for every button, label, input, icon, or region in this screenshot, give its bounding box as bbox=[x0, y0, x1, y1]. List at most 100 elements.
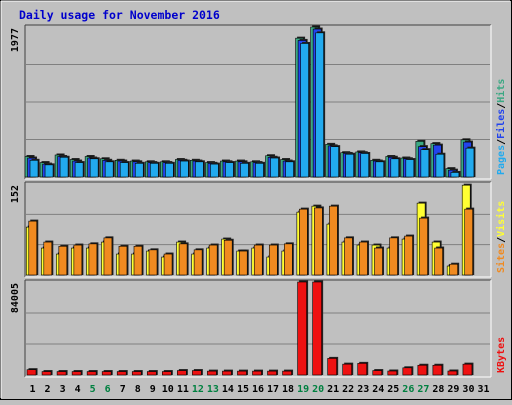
bar-kbytes-day-23 bbox=[357, 363, 368, 376]
bar-kbytes-day-13 bbox=[207, 370, 217, 376]
ymax-label: 152 bbox=[10, 185, 21, 203]
bar-sites-day-6 bbox=[103, 237, 113, 276]
day-label-28: 28 bbox=[432, 384, 444, 395]
panel-visits-sites: 152 Sites/Visits bbox=[10, 181, 507, 278]
bar-sites-day-4 bbox=[73, 244, 83, 276]
bar-sites-day-28 bbox=[434, 247, 443, 276]
day-label-21: 21 bbox=[327, 384, 339, 395]
bar-sites-day-1 bbox=[28, 220, 38, 276]
bar-sites-day-3 bbox=[58, 245, 68, 276]
bar-kbytes-day-25 bbox=[387, 370, 398, 376]
bar-kbytes-day-18 bbox=[282, 370, 292, 376]
bar-kbytes-day-26 bbox=[402, 367, 413, 376]
legend-entry-hits: Hits bbox=[495, 79, 507, 103]
day-label-22: 22 bbox=[342, 384, 354, 395]
bar-pages-day-25 bbox=[390, 158, 400, 178]
panel-kbytes: 84005 KBytes bbox=[10, 279, 507, 378]
day-label-31: 31 bbox=[477, 384, 489, 395]
bar-pages-day-20 bbox=[315, 32, 324, 178]
bar-pages-day-27 bbox=[420, 149, 430, 178]
bar-kbytes-day-9 bbox=[146, 371, 157, 376]
legend-entry-pages: Pages bbox=[496, 145, 507, 175]
bar-pages-day-10 bbox=[165, 163, 174, 178]
bar-kbytes-day-11 bbox=[177, 370, 187, 376]
x-axis-labels: 1 2 3 4 5 6 7 8 9 10 11 12 13 14 15 16 17 18 19 20 21 22 23 24 2… bbox=[30, 384, 490, 395]
day-label-5: 5 bbox=[90, 384, 96, 395]
legend-entry-kbytes: KBytes bbox=[496, 337, 507, 373]
bar-sites-day-21 bbox=[329, 205, 338, 276]
day-label-11: 11 bbox=[177, 384, 189, 395]
legend-entry-sites: Sites bbox=[495, 243, 507, 273]
bar-kbytes-day-5 bbox=[86, 371, 97, 376]
bar-kbytes-day-2 bbox=[41, 371, 52, 376]
day-label-26: 26 bbox=[402, 384, 414, 395]
bar-pages-day-29 bbox=[450, 172, 460, 178]
chart-title: Daily usage for November 2016 bbox=[19, 8, 220, 22]
legend-entry-files: Files bbox=[495, 109, 507, 139]
bar-sites-day-15 bbox=[238, 250, 248, 276]
legend-hits-files-pages: Pages/Files/Hits bbox=[495, 79, 507, 175]
bar-sites-day-12 bbox=[193, 249, 203, 276]
bar-pages-day-9 bbox=[149, 163, 159, 178]
bar-pages-day-1 bbox=[29, 160, 39, 178]
legend-kbytes: KBytes bbox=[496, 337, 507, 373]
bar-sites-day-20 bbox=[314, 207, 323, 276]
panel-area bbox=[25, 280, 491, 377]
bar-pages-day-24 bbox=[375, 161, 385, 178]
day-label-7: 7 bbox=[120, 384, 126, 395]
bar-kbytes-day-17 bbox=[267, 370, 277, 376]
bar-sites-day-24 bbox=[374, 247, 383, 276]
bar-pages-day-18 bbox=[285, 161, 294, 178]
legend-visits-sites: Sites/Visits bbox=[495, 201, 507, 273]
bar-pages-day-19 bbox=[300, 43, 309, 178]
bar-sites-day-22 bbox=[344, 237, 353, 276]
day-label-19: 19 bbox=[297, 384, 309, 395]
day-label-29: 29 bbox=[447, 384, 459, 395]
bar-kbytes-day-20 bbox=[312, 281, 322, 376]
day-label-27: 27 bbox=[417, 384, 429, 395]
bar-pages-day-11 bbox=[180, 160, 189, 178]
bar-sites-day-18 bbox=[284, 243, 293, 276]
bar-pages-day-28 bbox=[435, 153, 445, 178]
bar-kbytes-day-3 bbox=[56, 371, 67, 376]
day-label-8: 8 bbox=[135, 384, 141, 395]
bar-pages-day-26 bbox=[405, 159, 415, 178]
day-label-3: 3 bbox=[60, 384, 66, 395]
day-label-17: 17 bbox=[267, 384, 279, 395]
bar-pages-day-6 bbox=[104, 161, 114, 178]
bar-pages-day-5 bbox=[89, 158, 99, 178]
bar-kbytes-day-15 bbox=[237, 370, 247, 376]
legend-separator: / bbox=[496, 237, 507, 243]
bar-sites-day-16 bbox=[253, 244, 263, 276]
bar-pages-day-4 bbox=[74, 162, 84, 178]
bar-kbytes-day-7 bbox=[116, 371, 127, 376]
day-label-1: 1 bbox=[30, 384, 36, 395]
bar-sites-day-26 bbox=[404, 235, 413, 276]
legend-separator: / bbox=[496, 103, 507, 109]
day-label-10: 10 bbox=[162, 384, 174, 395]
day-label-12: 12 bbox=[192, 384, 204, 395]
bar-kbytes-day-19 bbox=[297, 281, 307, 376]
bar-kbytes-day-1 bbox=[26, 369, 37, 376]
bar-pages-day-22 bbox=[345, 153, 354, 178]
day-label-30: 30 bbox=[462, 384, 474, 395]
bar-pages-day-8 bbox=[134, 163, 144, 178]
bar-sites-day-27 bbox=[419, 217, 428, 276]
bar-kbytes-day-27 bbox=[417, 364, 428, 376]
day-label-13: 13 bbox=[207, 384, 219, 395]
bar-sites-day-2 bbox=[43, 241, 53, 276]
bar-pages-day-7 bbox=[119, 162, 129, 178]
bar-kbytes-day-6 bbox=[101, 371, 112, 376]
bar-pages-day-21 bbox=[330, 146, 339, 178]
bar-kbytes-day-8 bbox=[131, 371, 142, 376]
bar-pages-day-12 bbox=[195, 161, 204, 178]
bar-pages-day-2 bbox=[44, 164, 54, 178]
bar-sites-day-14 bbox=[223, 239, 233, 276]
day-label-4: 4 bbox=[75, 384, 81, 395]
bar-sites-day-25 bbox=[389, 237, 398, 276]
bar-kbytes-day-10 bbox=[162, 371, 172, 376]
day-label-2: 2 bbox=[45, 384, 51, 395]
bar-kbytes-day-24 bbox=[372, 370, 383, 376]
